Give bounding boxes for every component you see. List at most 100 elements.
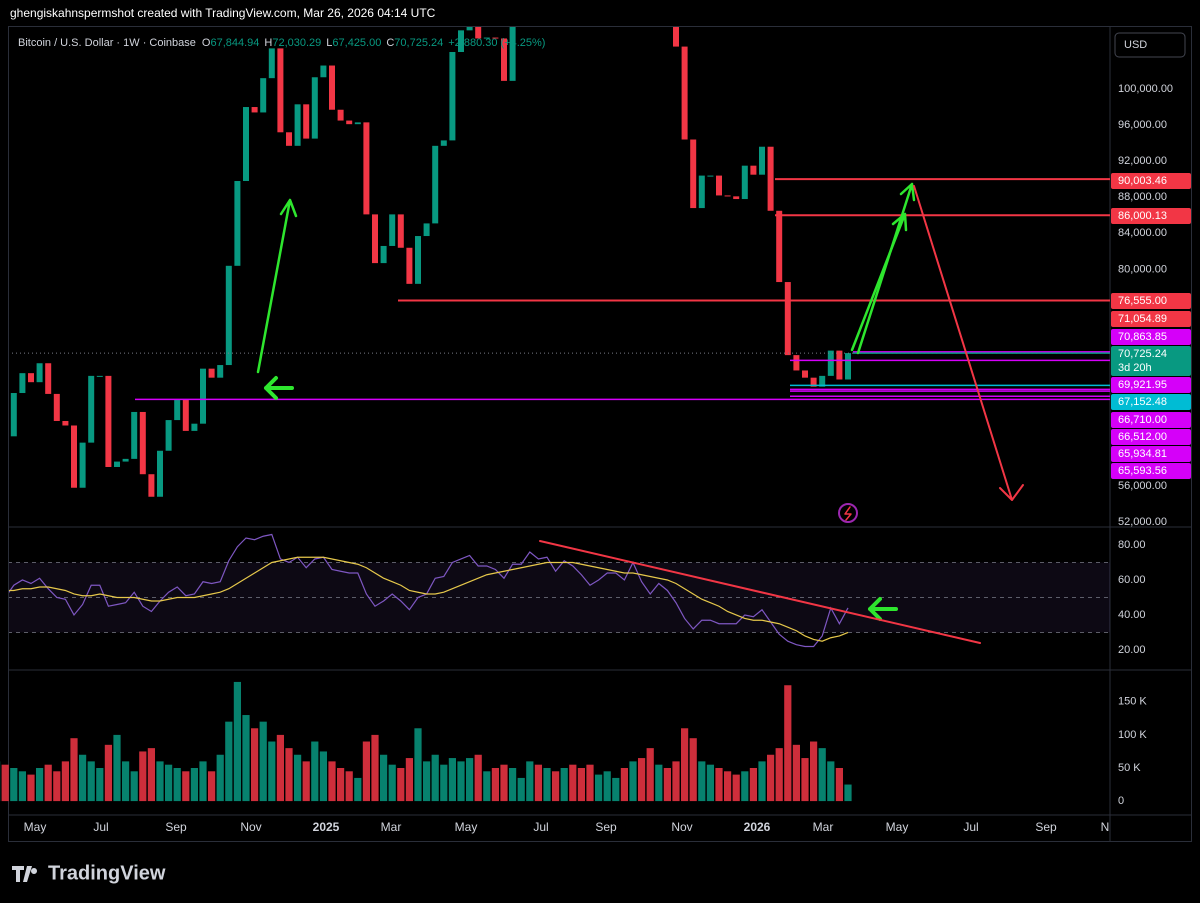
candle [268,48,275,79]
x-tick-label: Nov [671,820,692,834]
candle [294,104,301,146]
candle [776,210,783,283]
candle [225,265,232,366]
x-tick-label: Sep [165,820,187,834]
drawings [256,182,1024,644]
currency-button[interactable] [1114,32,1186,58]
volume-bar [190,767,198,802]
candle [234,181,241,266]
currency[interactable]: USD [1124,39,1147,51]
volume-bar [225,721,233,802]
candle [509,27,516,81]
red-arrow [913,185,1024,501]
candle [320,65,327,78]
x-tick-label: Mar [381,820,402,834]
volume-bar [276,734,284,802]
ohlc-key: H [264,37,272,49]
y-tick-label: 52,000.00 [1118,516,1167,528]
rsi-pane [9,533,1110,648]
volume-bar [448,758,456,802]
candle [750,165,757,175]
candle [492,37,499,39]
green-pointer [868,597,898,621]
volume-bar [655,764,663,802]
volume-bar [732,774,740,802]
indicator-icon-bolt [844,506,852,521]
volume-bar [612,777,620,802]
price-label-box [1111,208,1191,224]
candle [157,450,163,497]
price-label-box [1111,311,1191,327]
candle [260,78,267,113]
y-tick-label: 88,000.00 [1118,191,1167,203]
volume-bar [543,767,551,802]
candle [62,420,69,426]
change: +2,880.30 (+4.25%) [448,37,545,49]
volume-bar [113,734,121,802]
chart-frame [8,26,1192,842]
candle [354,122,361,125]
ohlc-key: C [386,37,394,49]
volume-bar [285,748,293,802]
y-tick-label: 92,000.00 [1118,155,1167,167]
y-tick-label: 84,000.00 [1118,227,1167,239]
volume-bar [534,764,542,802]
rsi-tick-label: 80.00 [1118,539,1146,551]
volume-bar [638,758,646,802]
volume-bar [319,751,327,802]
rsi-tick-label: 20.00 [1118,644,1146,656]
candle [707,175,714,177]
logo-mark [12,866,38,882]
candle [303,104,310,139]
volume-bar [208,771,216,802]
price-label-box [1111,329,1191,345]
y-tick-label: 56,000.00 [1118,480,1167,492]
brand-logo: TradingView [12,862,166,884]
volume-bar [810,741,818,802]
candle [96,375,103,377]
candle [449,51,456,141]
volume-bar [414,728,422,802]
green-arrow [256,198,298,374]
candle [389,214,396,246]
volume-bar [242,715,250,802]
axes: 52,000.00 56,000.00 80,000.00 84,000.00 88,0… [24,83,1191,834]
volume-pane [0,681,852,802]
volume-bar [362,741,370,802]
volume-bar [397,767,405,802]
candle [174,399,181,421]
volume-bar [61,761,69,802]
ohlc-value: 67,844.94 [210,37,259,49]
volume-bar [689,738,697,802]
volume-bar [672,761,680,802]
volume-bar [405,758,413,802]
x-tick-label: Sep [1035,820,1057,834]
candle [836,350,843,380]
candle [793,355,800,371]
volume-tick-label: 0 [1118,795,1124,807]
legend-text: Bitcoin / U.S. Dollar · 1W · Coinbase O67… [18,37,545,49]
price-label-box [1111,394,1191,410]
candle [45,363,52,394]
volume-bar [44,764,52,802]
volume-bar [233,681,241,802]
price-pane [9,27,1110,497]
volume-tick-label: 50 K [1118,762,1141,774]
price-label: 90,003.46 [1118,175,1167,187]
volume-bar [156,761,164,802]
price-label: 71,054.89 [1118,313,1167,325]
volume-bar [603,771,611,802]
candle [483,37,490,39]
volume-bar [758,761,766,802]
green-pointer [264,376,294,400]
credit: ghengiskahnspermshot created with Tradin… [10,6,436,20]
volume-bar [10,767,18,802]
x-tick-label: Mar [813,820,834,834]
volume-bar [715,767,723,802]
candle [423,223,430,237]
candle [845,353,851,380]
candle [501,38,507,81]
volume-bar [79,754,87,802]
green-arrow [856,182,916,355]
x-tick-label: Jul [533,820,548,834]
